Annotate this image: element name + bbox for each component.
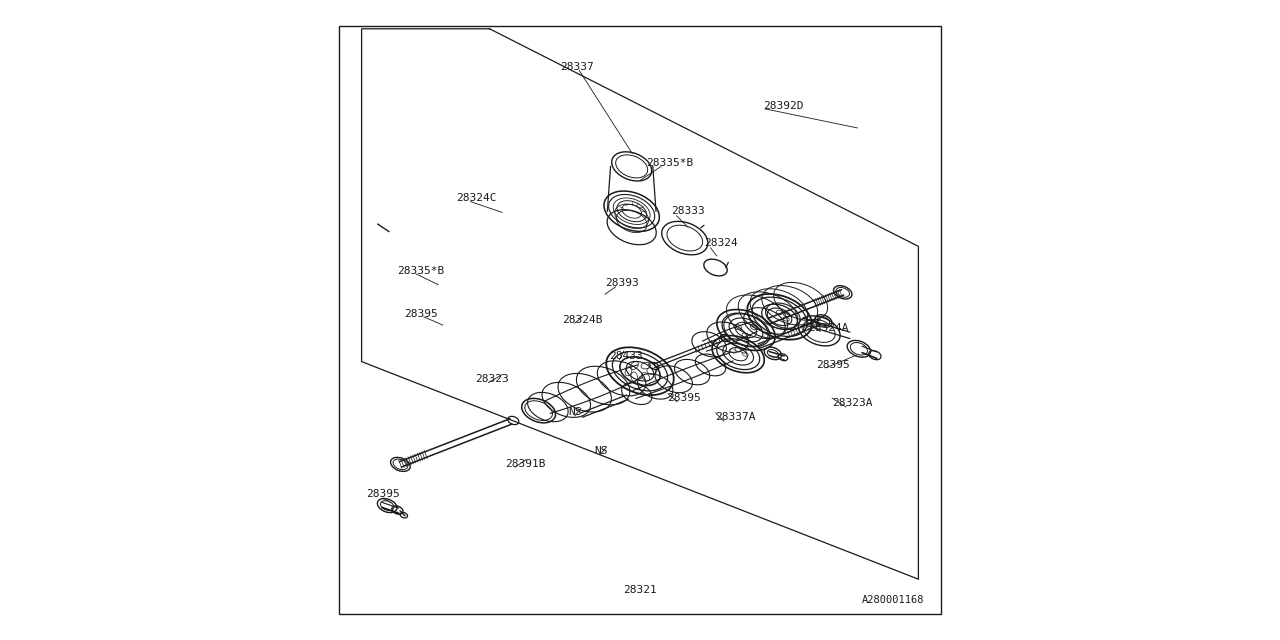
Text: 28333: 28333 bbox=[671, 206, 704, 216]
Text: 28391B: 28391B bbox=[506, 459, 547, 469]
Text: 28323: 28323 bbox=[476, 374, 509, 384]
Text: 28395: 28395 bbox=[817, 360, 850, 370]
Text: 28393: 28393 bbox=[605, 278, 639, 288]
Text: 28395: 28395 bbox=[366, 489, 399, 499]
Text: NS: NS bbox=[568, 407, 582, 417]
Text: 28337A: 28337A bbox=[714, 412, 755, 422]
Text: 28337: 28337 bbox=[561, 62, 594, 72]
Text: 28395: 28395 bbox=[404, 308, 438, 319]
Text: 28335*B: 28335*B bbox=[646, 158, 694, 168]
Text: 28324A: 28324A bbox=[808, 323, 849, 333]
Text: 28324: 28324 bbox=[704, 238, 737, 248]
Text: A280001168: A280001168 bbox=[863, 595, 924, 605]
Text: 28392D: 28392D bbox=[763, 100, 804, 111]
Text: 28323A: 28323A bbox=[832, 398, 873, 408]
Text: NS: NS bbox=[594, 446, 608, 456]
Text: 28395: 28395 bbox=[667, 393, 700, 403]
Text: 28324B: 28324B bbox=[562, 315, 603, 325]
Text: 28324C: 28324C bbox=[456, 193, 497, 204]
Text: 28321: 28321 bbox=[623, 585, 657, 595]
Text: 28335*B: 28335*B bbox=[397, 266, 444, 276]
Text: 28433: 28433 bbox=[609, 351, 643, 362]
